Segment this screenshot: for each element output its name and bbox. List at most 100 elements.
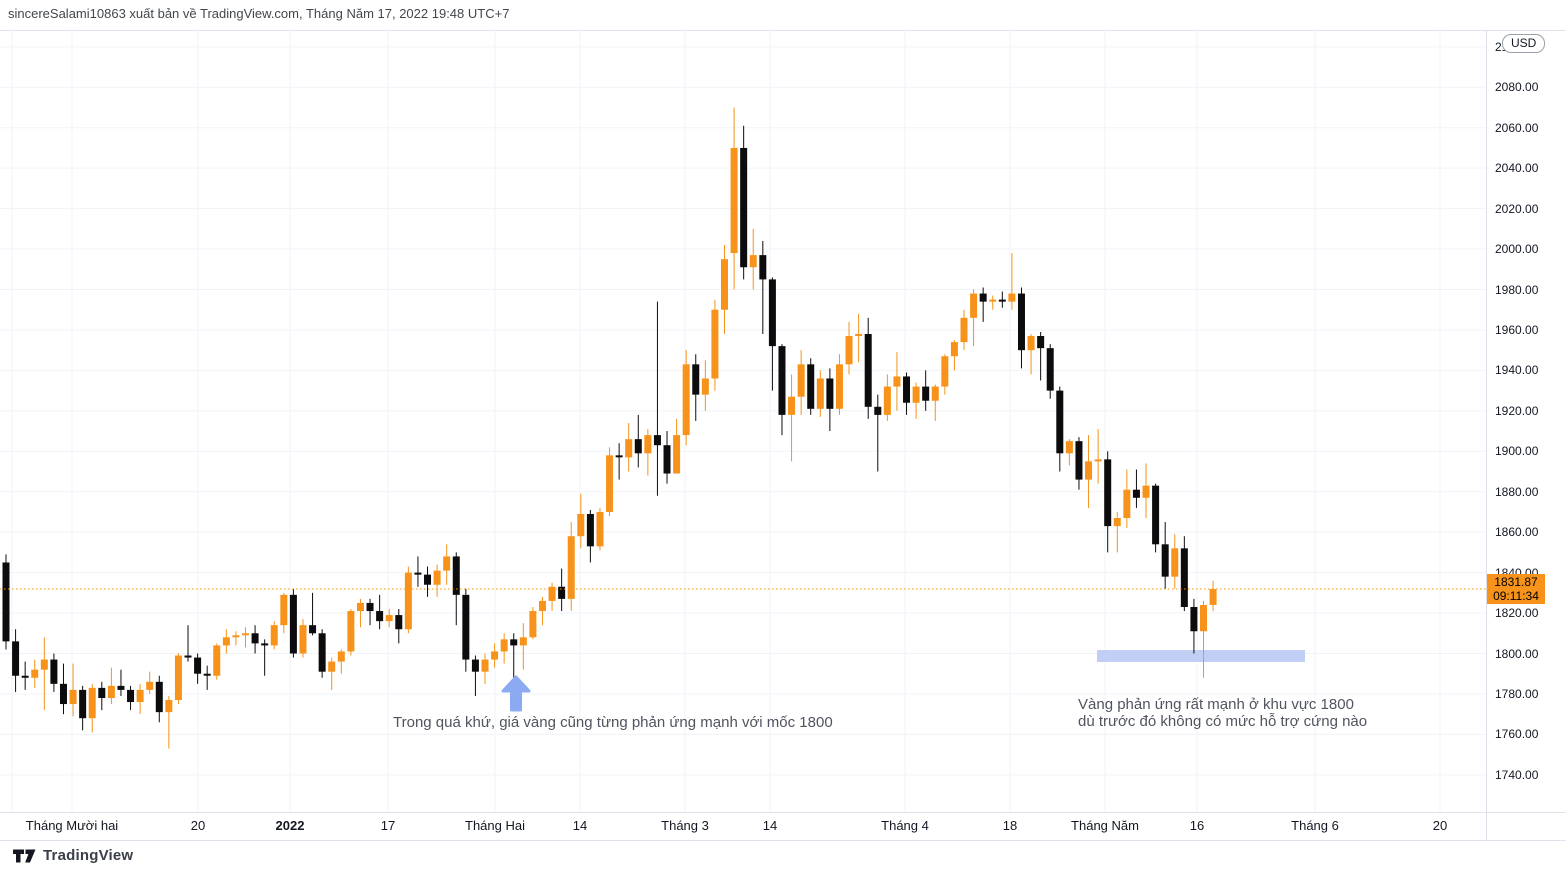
price-axis-label: 1860.00 (1495, 525, 1539, 540)
candle-body (567, 536, 575, 599)
price-axis-label: 1740.00 (1495, 767, 1539, 782)
price-axis-label: 2060.00 (1495, 120, 1539, 135)
candle-body (577, 513, 585, 537)
candle-body (663, 445, 671, 474)
candle-body (424, 574, 432, 585)
candle-body (299, 625, 307, 654)
price-axis-border (1486, 30, 1487, 840)
up-arrow-icon (501, 675, 531, 712)
candlestick-chart-canvas[interactable] (0, 30, 1486, 812)
time-axis-label: 14 (572, 818, 588, 833)
time-axis-label: 20 (190, 818, 206, 833)
candle-body (232, 635, 240, 638)
candle-body (1161, 544, 1169, 577)
price-axis-label: 2000.00 (1495, 242, 1539, 257)
candle-body (538, 600, 546, 612)
candle-body (328, 661, 336, 672)
attribution-suffix: , Tháng Năm 17, 2022 19:48 UTC+7 (299, 6, 510, 21)
candle-body (606, 455, 614, 512)
support-zone-highlight (1097, 650, 1305, 662)
time-axis-label: 20 (1432, 818, 1448, 833)
price-axis-label: 1760.00 (1495, 727, 1539, 742)
attribution: sincereSalami10863 xuất bản về TradingVi… (8, 6, 509, 21)
attribution-prefix: sincereSalami10863 xuất bản về (8, 6, 200, 21)
candle-body (318, 633, 326, 672)
candle-body (50, 659, 58, 684)
candle-body (989, 299, 997, 302)
candle-body (816, 378, 824, 409)
candle-body (117, 685, 125, 690)
candle-body (510, 639, 518, 646)
price-axis-label: 1800.00 (1495, 646, 1539, 661)
time-axis-label: 14 (762, 818, 778, 833)
candle-body (740, 147, 748, 268)
candle-body (1056, 390, 1064, 454)
candle-body (835, 364, 843, 409)
candle-body (385, 615, 393, 622)
candle-body (1209, 589, 1217, 605)
candle-body (433, 570, 441, 585)
candle-body (519, 637, 527, 646)
annotation-note-2: Vàng phản ứng rất mạnh ở khu vực 1800 dù… (1078, 696, 1367, 730)
candle-body (261, 643, 269, 646)
candle-body (845, 336, 853, 365)
candle-body (548, 586, 556, 601)
candle-body (701, 378, 709, 395)
candle-body (1113, 518, 1121, 527)
candle-body (395, 615, 403, 630)
candle-body (280, 594, 288, 626)
time-axis[interactable]: Tháng Mười hai 20 2022 17 Tháng Hai 14 Tháng 3… (0, 812, 1566, 840)
price-axis[interactable]: 2100.002080.002060.002040.002020.002000.… (1486, 30, 1566, 840)
candle-body (59, 683, 67, 705)
candle-body (960, 317, 968, 343)
annotation-note-2-line2: dù trước đó không có mức hỗ trợ cứng nào (1078, 713, 1368, 730)
candle-body (1065, 441, 1073, 454)
candle-body (586, 513, 594, 547)
candle-body (1104, 459, 1112, 527)
candle-body (491, 651, 499, 660)
candle-body (979, 293, 987, 302)
candle-body (1037, 336, 1045, 349)
candle-body (443, 556, 451, 571)
candle-body (711, 309, 719, 379)
candle-body (893, 376, 901, 387)
time-axis-label: Tháng Hai (465, 818, 525, 833)
time-axis-label: 16 (1189, 818, 1205, 833)
candle-body (788, 396, 796, 415)
candle-body (127, 689, 135, 703)
price-axis-label: 2080.00 (1495, 80, 1539, 95)
price-axis-label: 1920.00 (1495, 403, 1539, 418)
candle-body (1152, 485, 1160, 545)
candle-body (500, 639, 508, 652)
candle-body (1075, 441, 1083, 480)
candle-body (404, 572, 412, 630)
price-axis-label: 1900.00 (1495, 444, 1539, 459)
price-axis-label: 1960.00 (1495, 322, 1539, 337)
currency-usd-badge[interactable]: USD (1502, 34, 1546, 53)
candle-body (12, 641, 20, 676)
candle-body (998, 299, 1006, 302)
candle-body (644, 435, 652, 454)
time-axis-label: Tháng 4 (881, 818, 929, 833)
candle-body (1123, 489, 1131, 519)
candle-body (922, 386, 930, 401)
price-axis-label: 1980.00 (1495, 282, 1539, 297)
candle-body (558, 586, 566, 599)
candle-body (251, 633, 259, 644)
price-axis-label: 1940.00 (1495, 363, 1539, 378)
tradingview-logo[interactable]: TradingView (13, 847, 133, 864)
candle-body (864, 333, 872, 407)
candle-body (807, 364, 815, 409)
candle-body (1094, 459, 1102, 462)
price-axis-label: 1820.00 (1495, 606, 1539, 621)
candle-body (98, 687, 106, 698)
candle-body (874, 406, 882, 415)
candle-body (88, 687, 96, 719)
candle-body (242, 633, 249, 636)
candle-body (692, 364, 700, 395)
time-axis-label: 2022 (275, 818, 305, 833)
tradingview-link[interactable]: TradingView.com (200, 6, 299, 21)
candle-body (194, 657, 202, 674)
price-axis-label: 1880.00 (1495, 484, 1539, 499)
candle-body (481, 659, 489, 672)
